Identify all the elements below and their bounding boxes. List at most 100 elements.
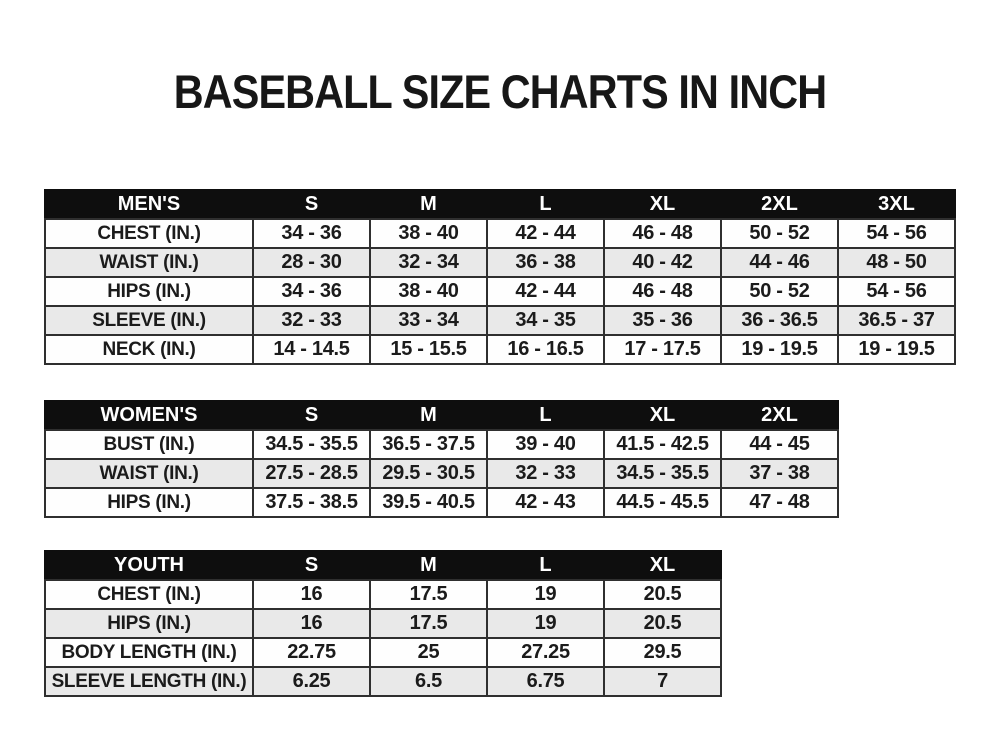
size-value-cell: 32 - 33	[486, 458, 605, 489]
size-value-cell: 41.5 - 42.5	[603, 429, 722, 460]
row-label-cell: WAIST (IN.)	[44, 247, 254, 278]
size-value-cell: 19 - 19.5	[720, 334, 839, 365]
size-value-cell: 34.5 - 35.5	[603, 458, 722, 489]
size-value-cell: 16 - 16.5	[486, 334, 605, 365]
size-value-cell: 36.5 - 37.5	[369, 429, 488, 460]
size-value-cell: 19	[486, 608, 605, 639]
size-value-cell: 19 - 19.5	[837, 334, 956, 365]
size-value-cell: 38 - 40	[369, 276, 488, 307]
size-value-cell: 39 - 40	[486, 429, 605, 460]
size-column-header: XL	[603, 189, 722, 220]
mens-header-row: MEN'S S M L XL 2XL 3XL	[44, 189, 956, 220]
size-column-header: M	[369, 189, 488, 220]
size-column-header: L	[486, 550, 605, 581]
size-column-header: XL	[603, 550, 722, 581]
size-value-cell: 36 - 38	[486, 247, 605, 278]
row-label-cell: BUST (IN.)	[44, 429, 254, 460]
size-value-cell: 29.5 - 30.5	[369, 458, 488, 489]
size-value-cell: 39.5 - 40.5	[369, 487, 488, 518]
mens-size-table-section: MEN'S S M L XL 2XL 3XL CHEST (IN.) 34 - 36 38 - 4…	[44, 189, 956, 365]
size-value-cell: 7	[603, 666, 722, 697]
size-column-header: M	[369, 400, 488, 431]
mens-table-title-cell: MEN'S	[44, 189, 254, 220]
size-value-cell: 48 - 50	[837, 247, 956, 278]
size-value-cell: 36.5 - 37	[837, 305, 956, 336]
size-value-cell: 54 - 56	[837, 276, 956, 307]
youth-size-table-section: YOUTH S M L XL CHEST (IN.) 16 17.5 19 20.5 HIPS (I…	[44, 550, 722, 697]
size-value-cell: 37.5 - 38.5	[252, 487, 371, 518]
size-value-cell: 16	[252, 579, 371, 610]
womens-table-title-cell: WOMEN'S	[44, 400, 254, 431]
measurement-row: NECK (IN.) 14 - 14.5 15 - 15.5 16 - 16.5 17 …	[44, 334, 956, 365]
size-value-cell: 47 - 48	[720, 487, 839, 518]
size-value-cell: 33 - 34	[369, 305, 488, 336]
measurement-row: BODY LENGTH (IN.) 22.75 25 27.25 29.5	[44, 637, 722, 668]
size-value-cell: 14 - 14.5	[252, 334, 371, 365]
size-value-cell: 44 - 45	[720, 429, 839, 460]
size-value-cell: 32 - 33	[252, 305, 371, 336]
size-value-cell: 46 - 48	[603, 276, 722, 307]
size-column-header: S	[252, 550, 371, 581]
size-value-cell: 27.5 - 28.5	[252, 458, 371, 489]
size-value-cell: 42 - 44	[486, 276, 605, 307]
measurement-row: CHEST (IN.) 16 17.5 19 20.5	[44, 579, 722, 610]
size-column-header: 2XL	[720, 400, 839, 431]
measurement-row: WAIST (IN.) 27.5 - 28.5 29.5 - 30.5 32 - 33…	[44, 458, 839, 489]
measurement-row: CHEST (IN.) 34 - 36 38 - 40 42 - 44 46 - 48 5…	[44, 218, 956, 249]
row-label-cell: HIPS (IN.)	[44, 608, 254, 639]
size-value-cell: 17.5	[369, 579, 488, 610]
size-column-header: L	[486, 189, 605, 220]
measurement-row: BUST (IN.) 34.5 - 35.5 36.5 - 37.5 39 - 40 4…	[44, 429, 839, 460]
row-label-cell: HIPS (IN.)	[44, 276, 254, 307]
row-label-cell: BODY LENGTH (IN.)	[44, 637, 254, 668]
size-value-cell: 44.5 - 45.5	[603, 487, 722, 518]
size-value-cell: 6.25	[252, 666, 371, 697]
size-value-cell: 28 - 30	[252, 247, 371, 278]
size-column-header: 2XL	[720, 189, 839, 220]
size-value-cell: 6.75	[486, 666, 605, 697]
row-label-cell: WAIST (IN.)	[44, 458, 254, 489]
size-value-cell: 17.5	[369, 608, 488, 639]
size-column-header: XL	[603, 400, 722, 431]
size-value-cell: 34 - 36	[252, 276, 371, 307]
size-value-cell: 46 - 48	[603, 218, 722, 249]
size-column-header: M	[369, 550, 488, 581]
size-column-header: L	[486, 400, 605, 431]
size-value-cell: 54 - 56	[837, 218, 956, 249]
row-label-cell: HIPS (IN.)	[44, 487, 254, 518]
page-title: BASEBALL SIZE CHARTS IN INCH	[173, 65, 827, 118]
size-value-cell: 37 - 38	[720, 458, 839, 489]
size-value-cell: 44 - 46	[720, 247, 839, 278]
size-value-cell: 36 - 36.5	[720, 305, 839, 336]
size-value-cell: 34 - 36	[252, 218, 371, 249]
size-value-cell: 15 - 15.5	[369, 334, 488, 365]
row-label-cell: NECK (IN.)	[44, 334, 254, 365]
size-value-cell: 25	[369, 637, 488, 668]
measurement-row: HIPS (IN.) 34 - 36 38 - 40 42 - 44 46 - 48 50…	[44, 276, 956, 307]
size-value-cell: 42 - 43	[486, 487, 605, 518]
size-column-header: 3XL	[837, 189, 956, 220]
size-value-cell: 32 - 34	[369, 247, 488, 278]
size-value-cell: 29.5	[603, 637, 722, 668]
measurement-row: HIPS (IN.) 16 17.5 19 20.5	[44, 608, 722, 639]
womens-header-row: WOMEN'S S M L XL 2XL	[44, 400, 839, 431]
mens-size-table: MEN'S S M L XL 2XL 3XL CHEST (IN.) 34 - 36 38 - 4…	[44, 189, 956, 365]
size-value-cell: 19	[486, 579, 605, 610]
size-value-cell: 42 - 44	[486, 218, 605, 249]
measurement-row: WAIST (IN.) 28 - 30 32 - 34 36 - 38 40 - 42 4…	[44, 247, 956, 278]
size-value-cell: 50 - 52	[720, 276, 839, 307]
size-value-cell: 40 - 42	[603, 247, 722, 278]
womens-size-table: WOMEN'S S M L XL 2XL BUST (IN.) 34.5 - 35.5 36.5…	[44, 400, 839, 518]
size-value-cell: 20.5	[603, 579, 722, 610]
size-column-header: S	[252, 189, 371, 220]
size-value-cell: 50 - 52	[720, 218, 839, 249]
row-label-cell: CHEST (IN.)	[44, 218, 254, 249]
size-value-cell: 17 - 17.5	[603, 334, 722, 365]
size-column-header: S	[252, 400, 371, 431]
youth-size-table: YOUTH S M L XL CHEST (IN.) 16 17.5 19 20.5 HIPS (I…	[44, 550, 722, 697]
womens-size-table-section: WOMEN'S S M L XL 2XL BUST (IN.) 34.5 - 35.5 36.5…	[44, 400, 839, 518]
size-value-cell: 6.5	[369, 666, 488, 697]
youth-table-title-cell: YOUTH	[44, 550, 254, 581]
size-value-cell: 38 - 40	[369, 218, 488, 249]
size-value-cell: 27.25	[486, 637, 605, 668]
